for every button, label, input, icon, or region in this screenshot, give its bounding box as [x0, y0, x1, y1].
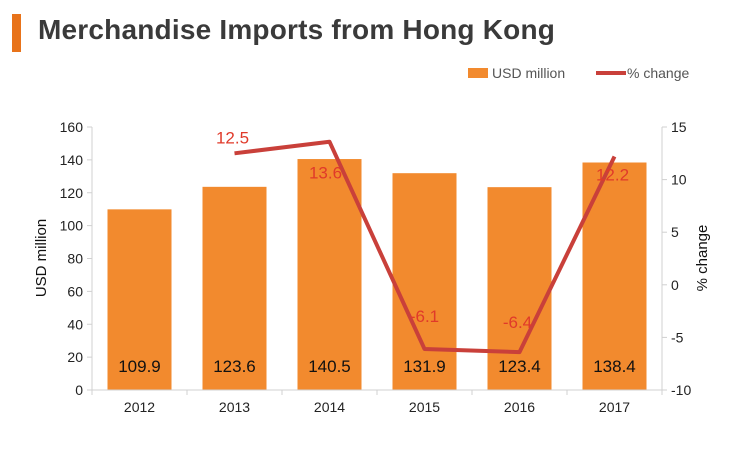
data-labels: 109.9 123.6 140.5 131.9 123.4 138.4 12.5 13.6 -6…: [118, 128, 636, 376]
pct-value-label: 12.2: [596, 165, 629, 184]
x-tick-label: 2016: [504, 399, 535, 415]
pct-value-label: -6.4: [503, 313, 532, 332]
y2-tick-label: 10: [671, 172, 687, 188]
axes: 0 20 40 60 80 100 120 140 160 -10 -5 0 5 10 15 2012 2013…: [60, 119, 692, 415]
pct-change-series: [234, 139, 617, 355]
bar-2012: [107, 209, 172, 390]
bar-series: [107, 159, 647, 390]
legend-label-usd-million: USD million: [492, 65, 565, 81]
bar-2016: [487, 187, 552, 390]
bar-2015: [392, 173, 457, 390]
y2-tick-label: -5: [671, 329, 684, 345]
x-tick-label: 2017: [599, 399, 630, 415]
pct-value-label: 12.5: [216, 128, 249, 147]
title-accent-bar: [12, 14, 21, 52]
bar-value-label: 109.9: [118, 357, 161, 376]
chart-title: Merchandise Imports from Hong Kong: [38, 14, 556, 45]
y-tick-label: 140: [60, 152, 84, 168]
x-tick-label: 2014: [314, 399, 345, 415]
bar-value-label: 138.4: [593, 357, 636, 376]
pct-value-label: -6.1: [410, 307, 439, 326]
x-tick-label: 2015: [409, 399, 440, 415]
pct-value-label: 13.6: [309, 164, 342, 183]
y2-tick-label: -10: [671, 382, 691, 398]
y-tick-label: 60: [67, 283, 83, 299]
legend-label-pct-change: % change: [627, 65, 689, 81]
bar-value-label: 123.4: [498, 357, 541, 376]
y-tick-label: 100: [60, 218, 84, 234]
bar-2014: [297, 159, 362, 390]
legend-swatch-usd-million: [468, 68, 488, 78]
y-tick-label: 120: [60, 185, 84, 201]
y-tick-label: 20: [67, 349, 83, 365]
y2-tick-label: 0: [671, 277, 679, 293]
bar-2017: [582, 162, 647, 390]
y2-tick-label: 15: [671, 119, 687, 135]
bar-value-label: 131.9: [403, 357, 446, 376]
x-tick-label: 2012: [124, 399, 155, 415]
y-axis-title: USD million: [33, 219, 50, 297]
bar-value-label: 140.5: [308, 357, 351, 376]
bar-2013: [202, 186, 267, 390]
y-tick-label: 160: [60, 119, 84, 135]
y-tick-label: 40: [67, 316, 83, 332]
y2-axis-title: % change: [694, 225, 711, 292]
x-tick-label: 2013: [219, 399, 250, 415]
pct-change-line: [234, 139, 617, 355]
y2-tick-label: 5: [671, 224, 679, 240]
y-tick-label: 0: [75, 382, 83, 398]
bar-value-label: 123.6: [213, 357, 256, 376]
y-tick-label: 80: [67, 251, 83, 267]
legend: USD million % change: [468, 65, 689, 81]
